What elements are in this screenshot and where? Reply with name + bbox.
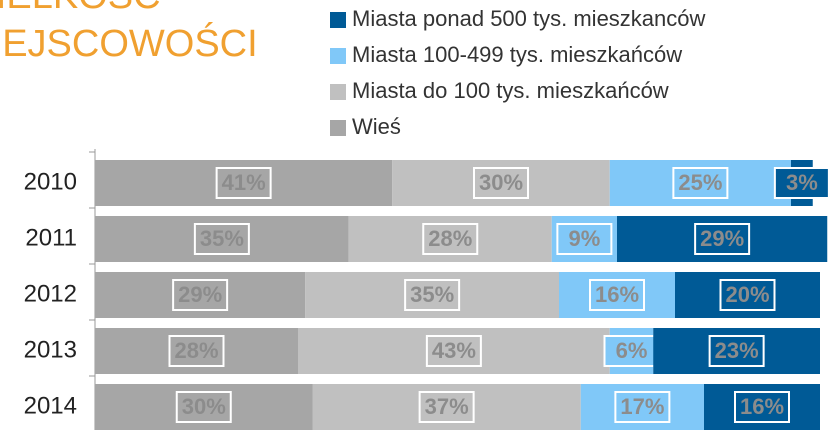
label-box [473, 167, 529, 199]
y-tick-label: 2010 [24, 168, 77, 195]
data-label: 17% [620, 394, 664, 419]
label-box [193, 223, 250, 255]
y-tick-label: 2014 [24, 392, 77, 419]
data-label: 30% [479, 170, 523, 195]
label-box [172, 279, 229, 311]
label-box [425, 335, 482, 367]
label-box [175, 391, 232, 423]
label-box [614, 391, 671, 423]
data-label: 41% [222, 170, 266, 195]
legend-label: Miasta 100-499 tys. mieszkańców [352, 42, 682, 67]
data-label: 29% [700, 226, 744, 251]
y-tick-label: 2012 [24, 280, 77, 307]
data-label: 43% [432, 338, 476, 363]
y-tick-label: 2011 [25, 224, 77, 251]
chart-title: WIELKOŚĆ [0, 0, 161, 17]
data-label: 23% [715, 338, 759, 363]
label-box [589, 279, 645, 311]
data-label: 30% [182, 394, 226, 419]
label-box [422, 223, 479, 255]
data-label: 29% [178, 282, 222, 307]
label-box [708, 335, 765, 367]
label-box [719, 279, 776, 311]
data-label: 16% [595, 282, 639, 307]
data-label: 35% [200, 226, 244, 251]
label-box [734, 391, 790, 423]
data-label: 9% [568, 226, 600, 251]
legend-swatch [330, 12, 346, 28]
label-box [556, 223, 613, 255]
label-box [168, 335, 225, 367]
data-label: 28% [174, 338, 218, 363]
data-label: 20% [725, 282, 769, 307]
data-label: 35% [410, 282, 454, 307]
label-box [773, 167, 828, 199]
legend-swatch [330, 84, 346, 100]
data-label: 16% [740, 394, 784, 419]
label-box [418, 391, 475, 423]
legend-swatch [330, 48, 346, 64]
data-label: 3% [786, 170, 818, 195]
data-label: 25% [678, 170, 722, 195]
y-tick-label: 2013 [24, 336, 77, 363]
legend-swatch [330, 120, 346, 136]
data-label: 6% [616, 338, 648, 363]
label-box [694, 223, 751, 255]
label-box [404, 279, 461, 311]
legend-label: Wieś [352, 114, 401, 139]
legend-label: Miasta do 100 tys. mieszkańców [352, 78, 669, 103]
data-label: 37% [425, 394, 469, 419]
legend-label: Miasta ponad 500 tys. mieszkanców [352, 6, 706, 31]
chart-title: MIEJSCOWOŚCI [0, 20, 258, 65]
data-label: 28% [428, 226, 472, 251]
label-box [672, 167, 729, 199]
label-box [215, 167, 272, 199]
